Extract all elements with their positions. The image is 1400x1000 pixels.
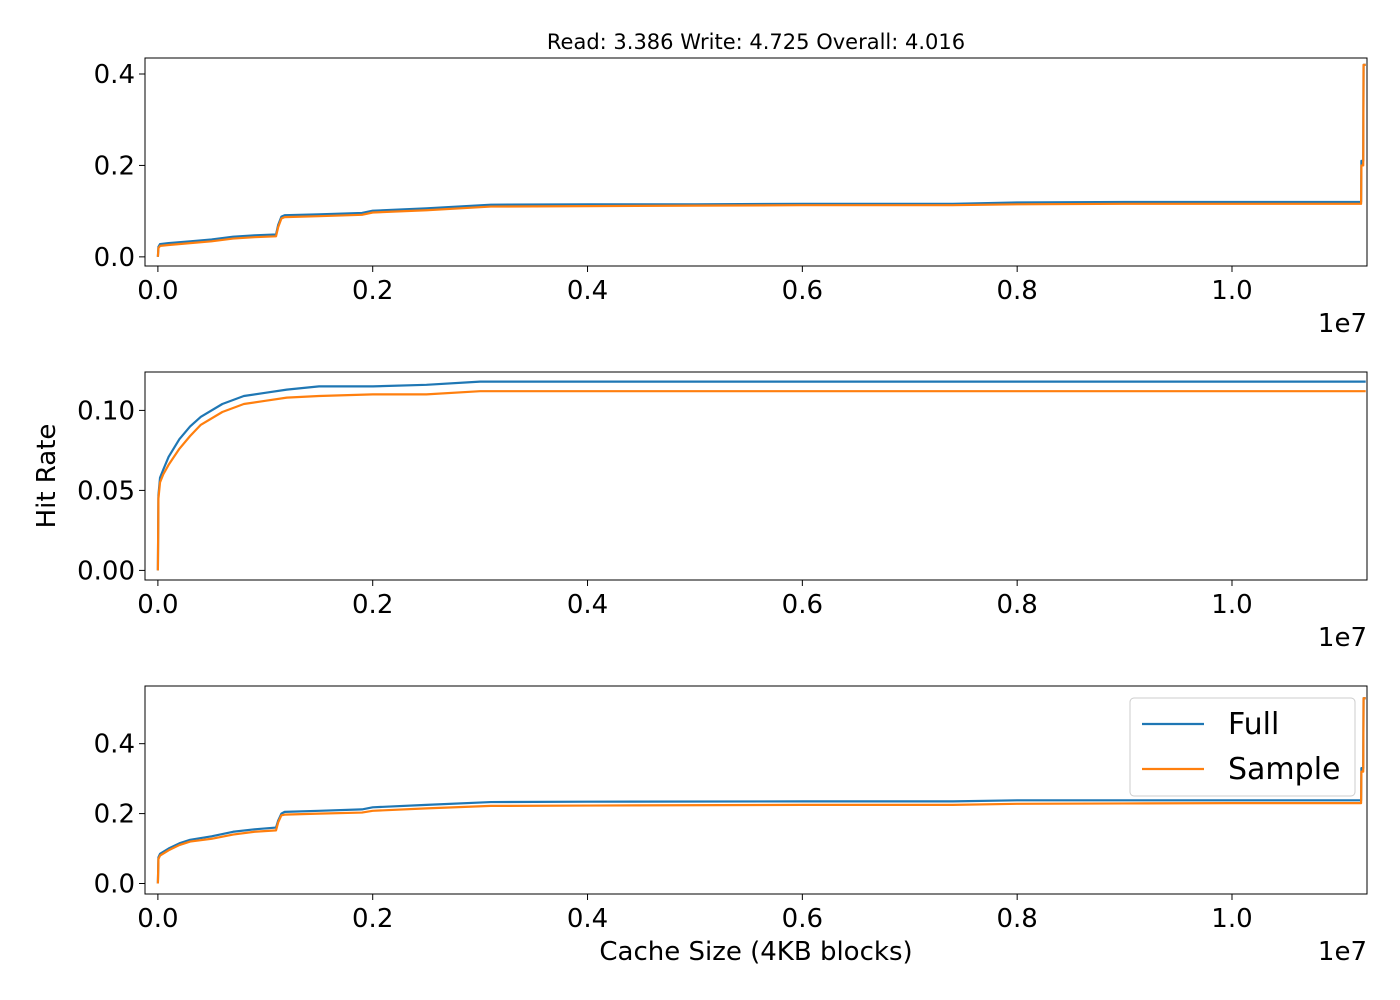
subplot-2: 0.0 0.2 0.4 0.6 0.8 1.0 0.00 0.05 0.10 1e7 xyxy=(77,371,1368,653)
x-tick-label: 0.4 xyxy=(567,590,608,620)
x-tick-label: 0.0 xyxy=(137,904,178,934)
x-tick-label: 0.4 xyxy=(567,276,608,306)
y-tick-label: 0.2 xyxy=(94,151,135,181)
x-tick-label: 0.8 xyxy=(996,590,1037,620)
y-axis-label: Hit Rate xyxy=(32,424,62,529)
x-tick-label: 0.6 xyxy=(782,904,823,934)
y-tick-label: 0.00 xyxy=(77,556,135,586)
series-line-full-1 xyxy=(156,63,1366,257)
y-tick-label: 0.4 xyxy=(94,730,135,760)
legend-label-sample: Sample xyxy=(1228,752,1341,787)
series-line-sample-2 xyxy=(156,390,1366,571)
y-tick-label: 0.2 xyxy=(94,800,135,830)
x-tick-label: 0.4 xyxy=(567,904,608,934)
x-tick-label: 0.8 xyxy=(996,904,1037,934)
x-tick-label: 0.8 xyxy=(996,276,1037,306)
x-tick-label: 1.0 xyxy=(1211,904,1252,934)
x-axis-label: Cache Size (4KB blocks) xyxy=(599,937,912,967)
subplot-3: 0.0 0.2 0.4 0.6 0.8 1.0 0.0 0.2 0.4 1e7 Full Sample xyxy=(94,685,1368,967)
x-tick-label: 1.0 xyxy=(1211,590,1252,620)
series-line-sample-3 xyxy=(156,697,1366,884)
series-line-full-3 xyxy=(156,697,1366,884)
y-tick-label: 0.0 xyxy=(94,243,135,273)
legend: Full Sample xyxy=(1129,697,1356,797)
axes-frame-2 xyxy=(144,371,1368,581)
x-tick-label: 0.2 xyxy=(352,276,393,306)
x-tick-label: 0.0 xyxy=(137,276,178,306)
x-tick-label: 0.2 xyxy=(352,590,393,620)
chart-title: Read: 3.386 Write: 4.725 Overall: 4.016 xyxy=(547,30,965,54)
legend-label-full: Full xyxy=(1228,707,1279,742)
axes-frame-3 xyxy=(144,685,1368,895)
x-offset-label: 1e7 xyxy=(1318,623,1367,653)
x-tick-label: 0.2 xyxy=(352,904,393,934)
x-tick-label: 1.0 xyxy=(1211,276,1252,306)
x-tick-label: 0.0 xyxy=(137,590,178,620)
y-tick-label: 0.05 xyxy=(77,476,135,506)
series-line-sample-1 xyxy=(156,63,1366,257)
subplot-1: 0.0 0.2 0.4 0.6 0.8 1.0 0.0 0.2 0.4 1e7 xyxy=(94,57,1368,339)
y-tick-label: 0.10 xyxy=(77,396,135,426)
axes-frame-1 xyxy=(144,57,1368,267)
legend-box xyxy=(1129,697,1356,797)
y-tick-label: 0.4 xyxy=(94,60,135,90)
x-offset-label: 1e7 xyxy=(1318,309,1367,339)
y-tick-label: 0.0 xyxy=(94,870,135,900)
x-tick-label: 0.6 xyxy=(782,590,823,620)
x-offset-label: 1e7 xyxy=(1318,937,1367,967)
x-tick-label: 0.6 xyxy=(782,276,823,306)
series-line-full-2 xyxy=(156,380,1366,571)
